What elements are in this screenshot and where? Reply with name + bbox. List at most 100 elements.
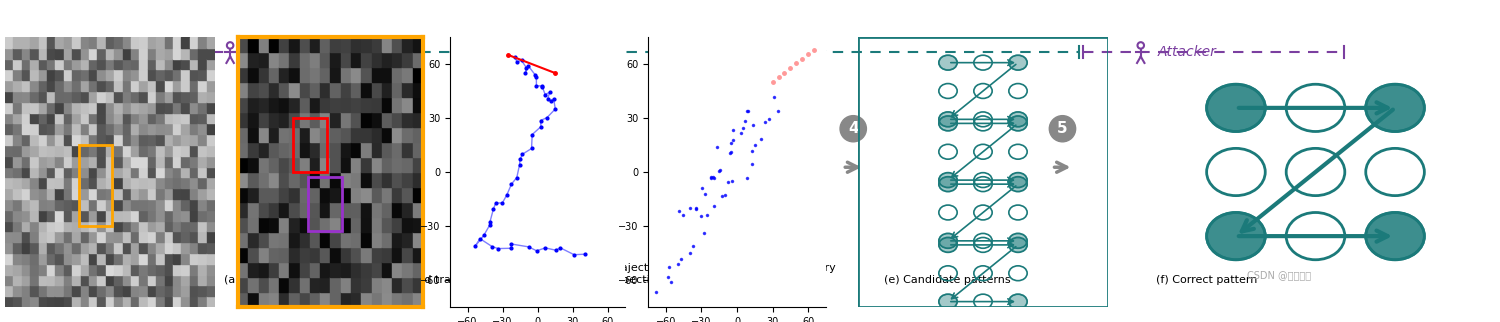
Bar: [372, 262, 382, 277]
Bar: [123, 264, 130, 275]
Bar: [207, 221, 214, 232]
Bar: [46, 156, 56, 166]
Bar: [148, 210, 156, 221]
Bar: [249, 217, 258, 232]
Bar: [320, 232, 330, 247]
Bar: [81, 275, 88, 285]
Bar: [30, 166, 39, 177]
Bar: [123, 48, 130, 59]
Bar: [64, 232, 72, 242]
Bar: [114, 296, 123, 307]
Bar: [22, 210, 30, 221]
Bar: [198, 199, 207, 210]
Bar: [190, 232, 198, 242]
Circle shape: [939, 112, 957, 127]
Bar: [382, 217, 392, 232]
Bar: [413, 127, 423, 142]
Bar: [268, 277, 279, 292]
Bar: [46, 253, 56, 264]
Bar: [64, 80, 72, 91]
Bar: [207, 48, 214, 59]
Bar: [22, 37, 30, 48]
Bar: [130, 80, 140, 91]
Bar: [4, 91, 13, 102]
Bar: [123, 242, 130, 253]
Bar: [114, 134, 123, 145]
Bar: [130, 264, 140, 275]
Bar: [64, 210, 72, 221]
Bar: [330, 82, 340, 97]
Bar: [46, 210, 56, 221]
Bar: [130, 166, 140, 177]
Bar: [123, 275, 130, 285]
Bar: [39, 264, 46, 275]
Bar: [310, 142, 320, 157]
Bar: [372, 202, 382, 217]
Bar: [156, 134, 165, 145]
Bar: [268, 127, 279, 142]
Bar: [140, 285, 148, 296]
Bar: [114, 242, 123, 253]
Bar: [172, 70, 182, 80]
Bar: [198, 166, 207, 177]
Bar: [300, 247, 310, 262]
Bar: [130, 134, 140, 145]
Bar: [362, 142, 372, 157]
Bar: [64, 199, 72, 210]
Bar: [72, 102, 81, 113]
Text: 5: 5: [1058, 121, 1068, 136]
Bar: [22, 156, 30, 166]
Bar: [156, 37, 165, 48]
Bar: [88, 91, 98, 102]
Bar: [140, 210, 148, 221]
Bar: [300, 127, 310, 142]
Bar: [190, 199, 198, 210]
Bar: [148, 253, 156, 264]
Bar: [81, 80, 88, 91]
Bar: [130, 91, 140, 102]
Bar: [123, 199, 130, 210]
Bar: [290, 97, 300, 112]
Bar: [88, 145, 98, 156]
Bar: [64, 166, 72, 177]
Bar: [372, 67, 382, 82]
Bar: [64, 177, 72, 188]
Bar: [198, 123, 207, 134]
Bar: [172, 145, 182, 156]
Bar: [362, 292, 372, 307]
Bar: [114, 253, 123, 264]
Circle shape: [1286, 213, 1346, 260]
Bar: [130, 102, 140, 113]
Bar: [238, 52, 249, 67]
Bar: [22, 80, 30, 91]
Bar: [130, 221, 140, 232]
Bar: [88, 253, 98, 264]
Bar: [190, 48, 198, 59]
Bar: [13, 210, 22, 221]
Bar: [268, 202, 279, 217]
Bar: [64, 275, 72, 285]
Bar: [320, 127, 330, 142]
Bar: [72, 123, 81, 134]
Bar: [258, 157, 268, 172]
Bar: [72, 285, 81, 296]
Bar: [156, 113, 165, 123]
Bar: [64, 91, 72, 102]
Bar: [372, 142, 382, 157]
Bar: [362, 232, 372, 247]
Bar: [13, 275, 22, 285]
Bar: [64, 37, 72, 48]
Bar: [56, 102, 64, 113]
Bar: [123, 113, 130, 123]
Bar: [340, 172, 351, 187]
Bar: [249, 157, 258, 172]
Bar: [46, 91, 56, 102]
Bar: [114, 166, 123, 177]
Bar: [46, 177, 56, 188]
Bar: [351, 97, 361, 112]
Bar: [320, 247, 330, 262]
Bar: [165, 188, 172, 199]
Bar: [258, 232, 268, 247]
Bar: [402, 172, 412, 187]
Bar: [190, 264, 198, 275]
